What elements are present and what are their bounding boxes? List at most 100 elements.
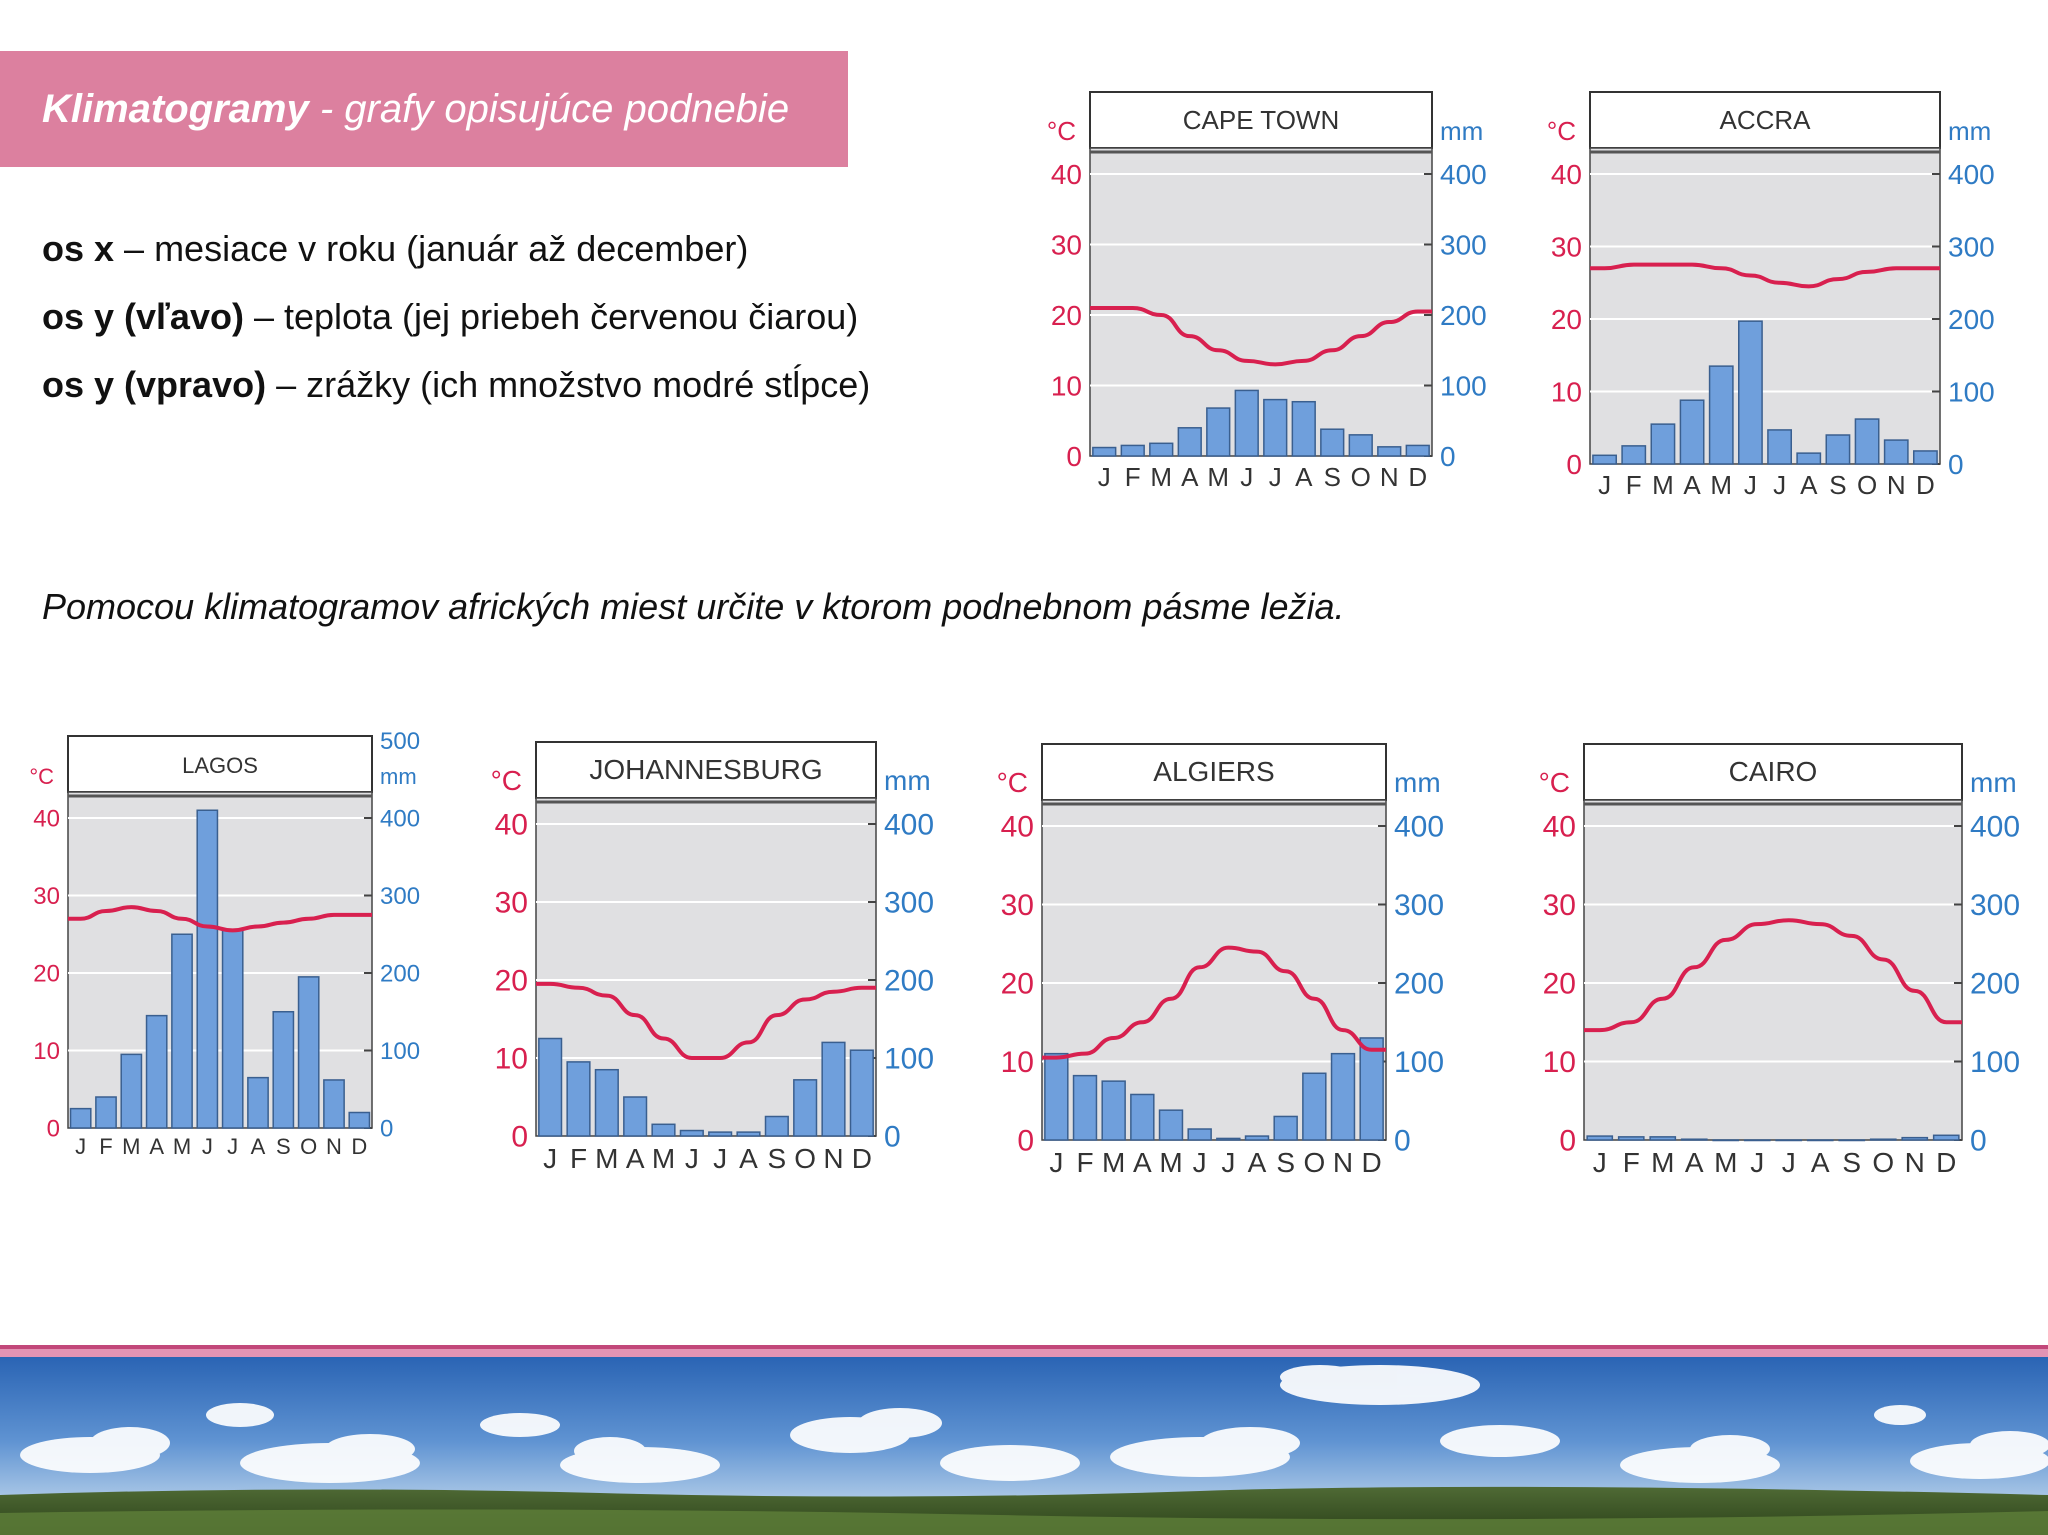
precip-unit-label: mm — [380, 764, 417, 789]
precip-bar — [679, 1129, 704, 1137]
precip-bar — [1586, 1135, 1614, 1141]
temp-tick-label: 40 — [1001, 811, 1034, 844]
month-tick-label: O — [1872, 1147, 1894, 1178]
month-tick-label: S — [1842, 1147, 1861, 1178]
precip-bar — [1621, 445, 1647, 465]
temp-tick-label: 20 — [33, 960, 60, 987]
temperature-line — [1090, 305, 1432, 367]
chart-title-box — [1041, 743, 1387, 801]
question: Pomocou klimatogramov afrických miest ur… — [42, 586, 1345, 627]
precip-tick-label: 200 — [380, 960, 420, 987]
month-tick-label: F — [1076, 1147, 1093, 1178]
month-tick-label: A — [1248, 1147, 1267, 1178]
month-tick-label: M — [122, 1134, 140, 1159]
temp-tick-label: 20 — [1051, 300, 1082, 331]
precip-tick-label: 300 — [1394, 889, 1444, 922]
precip-bar — [736, 1131, 761, 1137]
month-tick-label: J — [1193, 1147, 1207, 1178]
month-tick-label: J — [543, 1143, 557, 1174]
temp-tick-label: 0 — [1559, 1125, 1576, 1158]
temp-tick-label: 10 — [495, 1043, 528, 1076]
temp-tick-label: 40 — [1051, 159, 1082, 190]
precip-unit-label: mm — [1394, 767, 1441, 798]
month-tick-label: A — [739, 1143, 758, 1174]
precip-tick-label: 300 — [1948, 231, 1995, 262]
precip-tick-label: 300 — [380, 883, 420, 910]
precip-tick-label: 400 — [1394, 811, 1444, 844]
precip-bar — [1130, 1093, 1155, 1141]
precip-bar — [1738, 320, 1763, 465]
precip-tick-label: 100 — [1948, 376, 1995, 407]
precip-bar — [1302, 1072, 1327, 1141]
precip-tick-label: 100 — [1970, 1046, 2020, 1079]
month-tick-label: O — [1351, 462, 1371, 492]
month-tick-label: A — [1685, 1147, 1704, 1178]
precip-bar — [1377, 446, 1402, 457]
precip-bar — [95, 1096, 117, 1129]
precip-bar — [594, 1068, 619, 1137]
month-tick-label: S — [1829, 470, 1846, 500]
month-tick-label: A — [1295, 462, 1313, 492]
precip-tick-label: 400 — [1970, 811, 2020, 844]
month-tick-label: D — [1408, 462, 1427, 492]
month-tick-label: N — [1887, 470, 1906, 500]
axis-y-left-explanation: os y (vľavo) – teplota (jej priebeh červ… — [42, 296, 858, 338]
temperature-line — [536, 981, 876, 1060]
precip-bar — [1291, 400, 1316, 457]
month-tick-label: A — [251, 1134, 266, 1159]
precip-bar — [1405, 444, 1430, 457]
month-tick-label: D — [1916, 470, 1935, 500]
temp-tick-label: 0 — [47, 1115, 60, 1142]
temp-tick-label: 0 — [1566, 449, 1582, 480]
month-tick-label: M — [652, 1143, 675, 1174]
precip-bar — [1796, 452, 1822, 465]
precip-bar — [323, 1079, 345, 1129]
month-tick-label: M — [1102, 1147, 1125, 1178]
chart-title-box — [1589, 91, 1941, 149]
precip-bar — [1806, 1139, 1834, 1142]
temp-tick-label: 40 — [495, 809, 528, 842]
precip-bar — [348, 1111, 371, 1129]
temp-tick-label: 20 — [1543, 968, 1576, 1001]
month-tick-label: M — [1651, 1147, 1674, 1178]
precip-tick-label: 100 — [884, 1043, 934, 1076]
month-tick-label: M — [1652, 470, 1674, 500]
temp-tick-label: 30 — [495, 887, 528, 920]
month-tick-label: M — [1207, 462, 1229, 492]
month-tick-label: N — [1333, 1147, 1353, 1178]
precip-bar — [849, 1049, 874, 1137]
temp-tick-label: 20 — [495, 965, 528, 998]
precip-bar — [708, 1131, 733, 1137]
axis-x-text: – mesiace v roku (január až december) — [114, 228, 749, 269]
precip-bar — [651, 1123, 676, 1137]
plot-area — [535, 797, 877, 1137]
month-tick-label: J — [1269, 462, 1282, 492]
chart-title: ALGIERS — [1153, 756, 1274, 787]
month-tick-label: J — [1098, 462, 1111, 492]
month-tick-label: J — [1598, 470, 1611, 500]
precip-bar — [793, 1079, 818, 1137]
temperature-line — [68, 905, 372, 933]
month-tick-label: O — [1303, 1147, 1325, 1178]
title-rest: - grafy opisujúce podnebie — [308, 87, 790, 131]
plot-area — [1583, 799, 1963, 1141]
temp-tick-label: 40 — [33, 805, 60, 832]
precip-bar — [1244, 1135, 1270, 1141]
precip-unit-label: mm — [1440, 116, 1483, 146]
precip-tick-label: 400 — [1948, 159, 1995, 190]
precip-bar — [1263, 398, 1288, 457]
temp-unit-label: °C — [1547, 116, 1576, 146]
temp-unit-label: °C — [997, 767, 1028, 798]
month-tick-label: O — [1857, 470, 1877, 500]
precip-unit-label: mm — [884, 765, 931, 796]
precip-bar — [1883, 439, 1909, 465]
month-tick-label: A — [1683, 470, 1701, 500]
axis-x-label: os x — [42, 228, 115, 269]
temp-tick-label: 20 — [1551, 304, 1582, 335]
month-tick-label: N — [1380, 462, 1399, 492]
precip-bar — [1044, 1052, 1069, 1141]
month-tick-label: J — [1049, 1147, 1063, 1178]
